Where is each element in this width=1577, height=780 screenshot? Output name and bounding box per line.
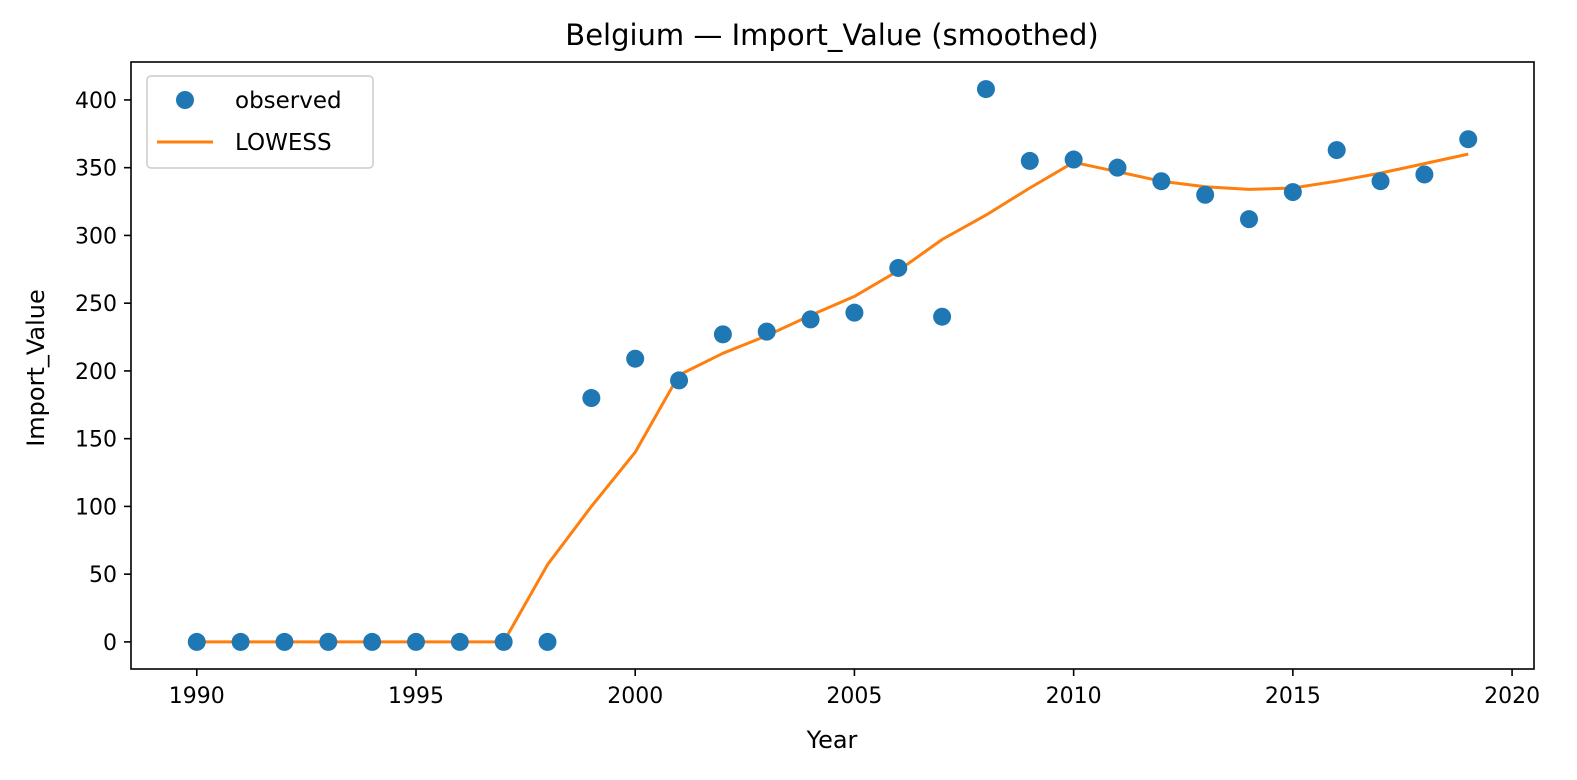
x-tick-label: 2005 <box>826 684 882 709</box>
y-tick-label: 0 <box>103 631 117 656</box>
observed-points-layer <box>187 80 1478 651</box>
x-tick-label: 2015 <box>1265 684 1321 709</box>
y-axis-label: Import_Value <box>22 289 50 447</box>
observed-point <box>1240 210 1259 229</box>
observed-point <box>757 322 776 341</box>
observed-point <box>494 632 513 651</box>
observed-point <box>626 349 645 368</box>
observed-point <box>713 325 732 344</box>
observed-point <box>1064 150 1083 169</box>
y-tick-label: 50 <box>89 563 117 588</box>
observed-point <box>231 632 250 651</box>
observed-point <box>845 303 864 322</box>
observed-point <box>1371 172 1390 191</box>
observed-point <box>1459 130 1478 149</box>
legend-observed-label: observed <box>235 88 342 114</box>
observed-point <box>319 632 338 651</box>
chart-title: Belgium — Import_Value (smoothed) <box>565 18 1098 52</box>
x-tick-label: 2010 <box>1046 684 1102 709</box>
x-tick-label: 1990 <box>169 684 225 709</box>
observed-point <box>582 389 601 408</box>
y-tick-label: 150 <box>75 428 117 453</box>
legend-lowess-label: LOWESS <box>235 130 332 156</box>
y-tick-label: 100 <box>75 495 117 520</box>
observed-point <box>1020 151 1039 170</box>
y-tick-label: 300 <box>75 224 117 249</box>
axis-ticks: 1990 1995 2000 2005 2010 2015 2020 0 50 100 150 200… <box>75 89 1540 709</box>
observed-point <box>889 258 908 277</box>
observed-point <box>933 307 952 326</box>
observed-point <box>976 80 995 99</box>
observed-point <box>1196 185 1215 204</box>
x-tick-label: 2020 <box>1484 684 1540 709</box>
plot-frame <box>130 61 1535 670</box>
observed-point <box>1108 158 1127 177</box>
y-tick-label: 250 <box>75 292 117 317</box>
observed-point <box>1415 165 1434 184</box>
legend: observed LOWESS <box>146 75 374 169</box>
y-tick-label: 350 <box>75 157 117 182</box>
observed-point <box>801 310 820 329</box>
observed-point <box>1327 141 1346 160</box>
x-axis-label: Year <box>806 726 858 754</box>
x-tick-label: 1995 <box>388 684 444 709</box>
y-tick-label: 200 <box>75 360 117 385</box>
observed-point <box>1283 183 1302 202</box>
observed-point <box>670 371 689 390</box>
observed-point <box>406 632 425 651</box>
x-tick-label: 2000 <box>607 684 663 709</box>
observed-point <box>275 632 294 651</box>
observed-point <box>363 632 382 651</box>
legend-box <box>146 75 374 169</box>
y-tick-label: 400 <box>75 89 117 114</box>
observed-point <box>1152 172 1171 191</box>
observed-point <box>187 632 206 651</box>
observed-point <box>538 632 557 651</box>
legend-observed-marker <box>176 91 194 109</box>
observed-point <box>450 632 469 651</box>
